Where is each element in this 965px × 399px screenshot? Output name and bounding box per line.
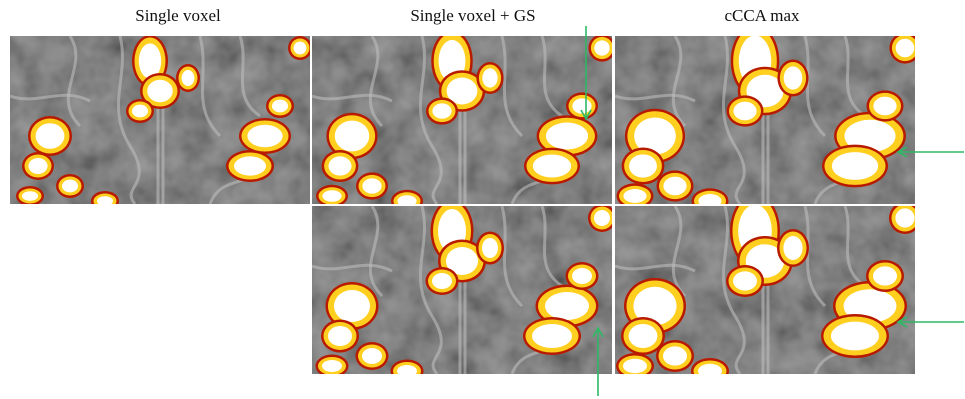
arrow-left-icon — [896, 316, 964, 328]
brain-slice-single-voxel-gs-row2 — [312, 206, 612, 374]
brain-slice-single-voxel-gs — [312, 36, 612, 204]
arrow-up-icon — [592, 326, 604, 396]
column-title-single-voxel-gs: Single voxel + GS — [410, 6, 536, 25]
brain-slice-ccca-max — [615, 36, 915, 204]
column-title-ccca-max: cCCA max — [724, 6, 800, 25]
brain-slice-ccca-max-row2 — [615, 206, 915, 374]
brain-slice-single-voxel — [10, 36, 310, 204]
arrow-left-icon — [896, 146, 964, 158]
column-title-single-voxel: Single voxel — [135, 6, 221, 25]
arrow-down-icon — [580, 26, 592, 121]
